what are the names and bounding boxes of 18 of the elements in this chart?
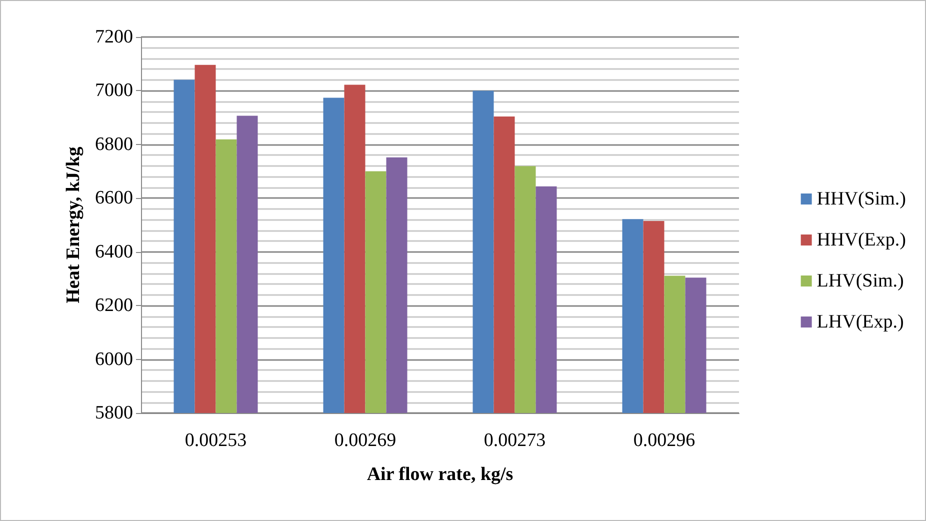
y-tick-label: 6800 bbox=[95, 134, 133, 155]
y-axis-title: Heat Energy, kJ/kg bbox=[63, 146, 84, 304]
y-tick-label: 6600 bbox=[95, 188, 133, 209]
x-tick-label: 0.00273 bbox=[484, 430, 546, 451]
y-tick-label: 5800 bbox=[95, 402, 133, 424]
legend-label: LHV(Sim.) bbox=[816, 270, 904, 292]
y-tick-label: 6000 bbox=[95, 348, 133, 370]
x-tick-label: 0.00269 bbox=[334, 430, 396, 451]
y-tick-label: 7200 bbox=[95, 26, 133, 48]
y-tick-label: 7000 bbox=[95, 80, 133, 102]
x-tick-label: 0.00253 bbox=[184, 430, 247, 451]
x-tick-label: 0.00296 bbox=[633, 430, 696, 451]
legend-label: LHV(Exp.) bbox=[816, 312, 904, 332]
y-tick-label: 6400 bbox=[95, 241, 133, 262]
legend-label: HHV(Exp.) bbox=[816, 230, 906, 250]
legend-label: HHV(Sim.) bbox=[816, 188, 906, 210]
x-axis-title: Air flow rate, kg/s bbox=[366, 464, 514, 485]
y-tick-label: 6200 bbox=[95, 295, 133, 316]
